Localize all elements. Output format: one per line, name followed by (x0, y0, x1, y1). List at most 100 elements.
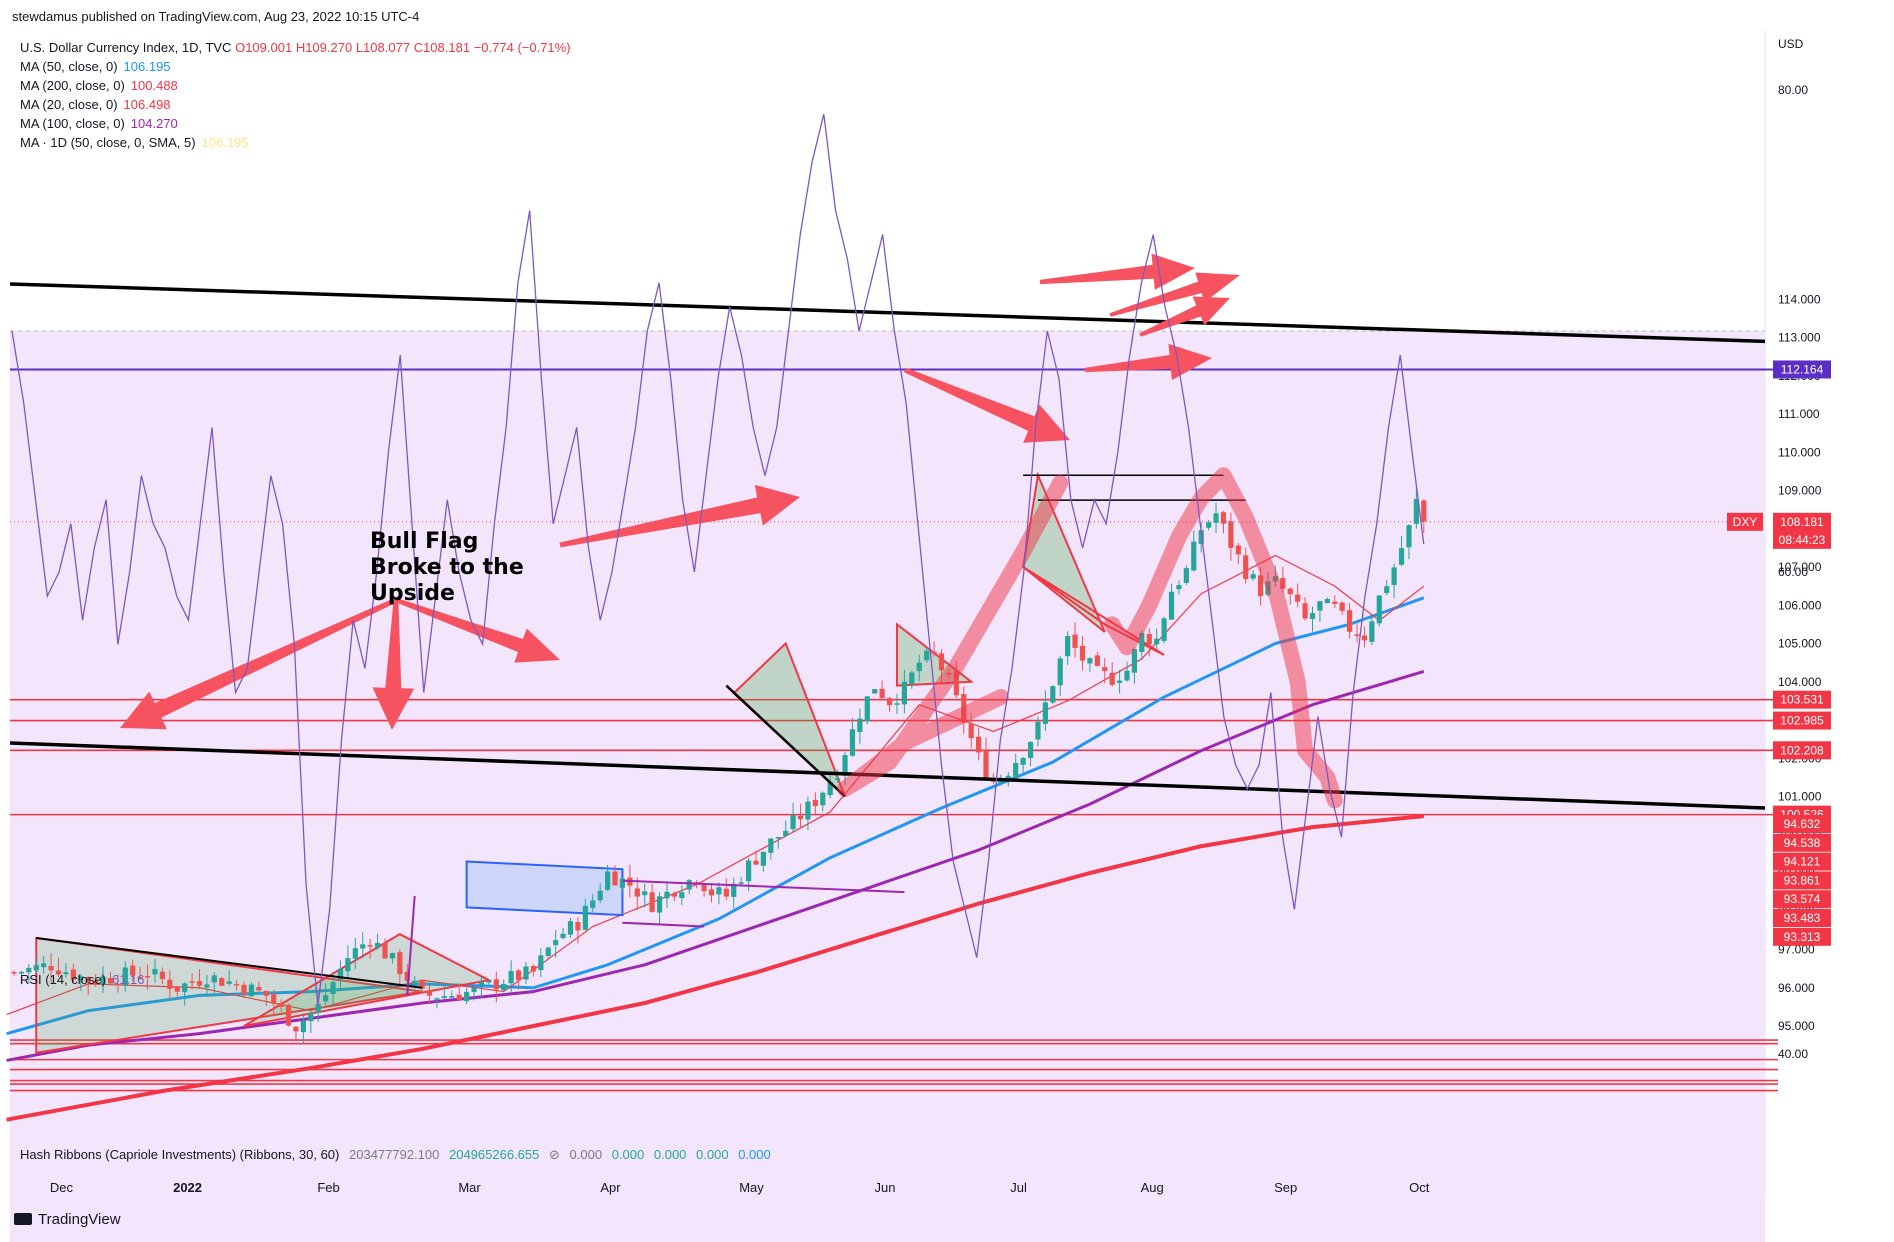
candle (219, 976, 225, 987)
candle-body (1020, 757, 1026, 765)
arrow-to-pennant (372, 599, 415, 730)
candle-body (790, 815, 796, 830)
candle (130, 959, 136, 982)
candle-body (1280, 577, 1286, 589)
candle-body (679, 892, 685, 899)
candle (1347, 602, 1353, 639)
candle-body (93, 980, 99, 984)
candle-body (1087, 658, 1093, 664)
candle-body (931, 651, 937, 654)
candle (924, 647, 930, 663)
candle (679, 885, 685, 906)
symbol-legend[interactable]: U.S. Dollar Currency Index, 1D, TVC O109… (20, 40, 571, 55)
legend-ma1d[interactable]: MA · 1D (50, close, 0, SMA, 5) 106.195 (20, 135, 249, 150)
candle (1168, 583, 1175, 620)
publisher-line: stewdamus published on TradingView.com, … (12, 9, 420, 24)
candle-body (55, 970, 62, 975)
price-label-box (1773, 360, 1831, 379)
legend-ma200-label: MA (200, close, 0) (20, 78, 125, 93)
rsi-legend[interactable]: RSI (14, close) 61.16 (20, 972, 145, 987)
ticker-label: DXY (1727, 512, 1763, 531)
candle-body (323, 995, 329, 1002)
price-label: 102.985 (1773, 711, 1831, 730)
candle-body (1413, 498, 1419, 524)
hash-ribbons-legend[interactable]: Hash Ribbons (Capriole Investments) (Rib… (20, 1147, 771, 1163)
candle-body (1406, 525, 1412, 548)
candle (100, 966, 106, 993)
candle (226, 970, 232, 986)
candle-body (1161, 618, 1167, 641)
candle (909, 670, 915, 689)
candle (63, 963, 69, 978)
candle-body (241, 984, 247, 995)
candle-body (612, 871, 618, 886)
candle-body (753, 860, 759, 865)
candle (11, 970, 17, 976)
forecast-path (1104, 467, 1343, 809)
candle-body (590, 900, 596, 908)
candle (916, 654, 922, 682)
candle-body (271, 994, 277, 1004)
tradingview-logo[interactable]: TradingView (14, 1211, 121, 1228)
candle (1154, 628, 1160, 649)
candle (1317, 600, 1323, 622)
candle-body (471, 987, 477, 992)
candle-body (1228, 521, 1234, 548)
candle-body (1050, 686, 1056, 703)
candle (1361, 626, 1368, 648)
candle (857, 708, 863, 744)
candle (530, 964, 536, 977)
candle-body (708, 889, 715, 896)
candle-body (464, 991, 470, 1002)
legend-ma200[interactable]: MA (200, close, 0) 100.488 (20, 78, 178, 93)
candle (1206, 520, 1212, 531)
candle-body (300, 1020, 306, 1033)
price-label: 94.121 (1773, 852, 1831, 871)
candle (115, 974, 121, 993)
candle-body (1057, 658, 1063, 686)
price-tick: 111.000 (1778, 407, 1820, 421)
candle-body (1317, 601, 1323, 611)
candle (1094, 651, 1100, 667)
price-tick: 109.000 (1778, 484, 1822, 498)
candle-body (901, 681, 907, 705)
candle (849, 717, 856, 757)
candle (323, 983, 329, 1007)
price-label: 93.574 (1773, 890, 1831, 909)
candle (137, 966, 143, 980)
candle-body (441, 996, 447, 999)
candle-body (360, 944, 366, 949)
candle-body (523, 966, 529, 980)
candle-body (1005, 775, 1011, 780)
candle (1369, 616, 1375, 646)
candle-body (1339, 602, 1345, 611)
legend-ma50[interactable]: MA (50, close, 0) 106.195 (20, 59, 171, 74)
candle (1384, 580, 1390, 596)
candle (708, 883, 715, 903)
price-tick: 110.000 (1778, 445, 1821, 459)
candle (1339, 601, 1345, 616)
candle (189, 973, 195, 990)
candle-body (167, 979, 173, 989)
candle-body (352, 948, 358, 959)
hash-value: 0.000 (611, 1147, 645, 1162)
candle (894, 693, 900, 715)
legend-ma100[interactable]: MA (100, close, 0) 104.270 (20, 116, 178, 131)
legend-ma20[interactable]: MA (20, close, 0) 106.498 (20, 97, 171, 112)
candle-body (1302, 603, 1308, 619)
candle-body (968, 723, 974, 739)
candle (1295, 583, 1301, 608)
candle-body (1183, 568, 1189, 583)
candle-body (196, 981, 203, 986)
candle (263, 990, 269, 1006)
candle (827, 775, 833, 799)
candle-body (857, 718, 863, 732)
candle-body (835, 778, 841, 780)
trendlines (9, 282, 1766, 996)
legend-ma50-value: 106.195 (123, 59, 171, 74)
candle (775, 836, 781, 849)
candle-body (1361, 635, 1368, 641)
candle (352, 938, 358, 970)
candle-body (63, 972, 69, 975)
